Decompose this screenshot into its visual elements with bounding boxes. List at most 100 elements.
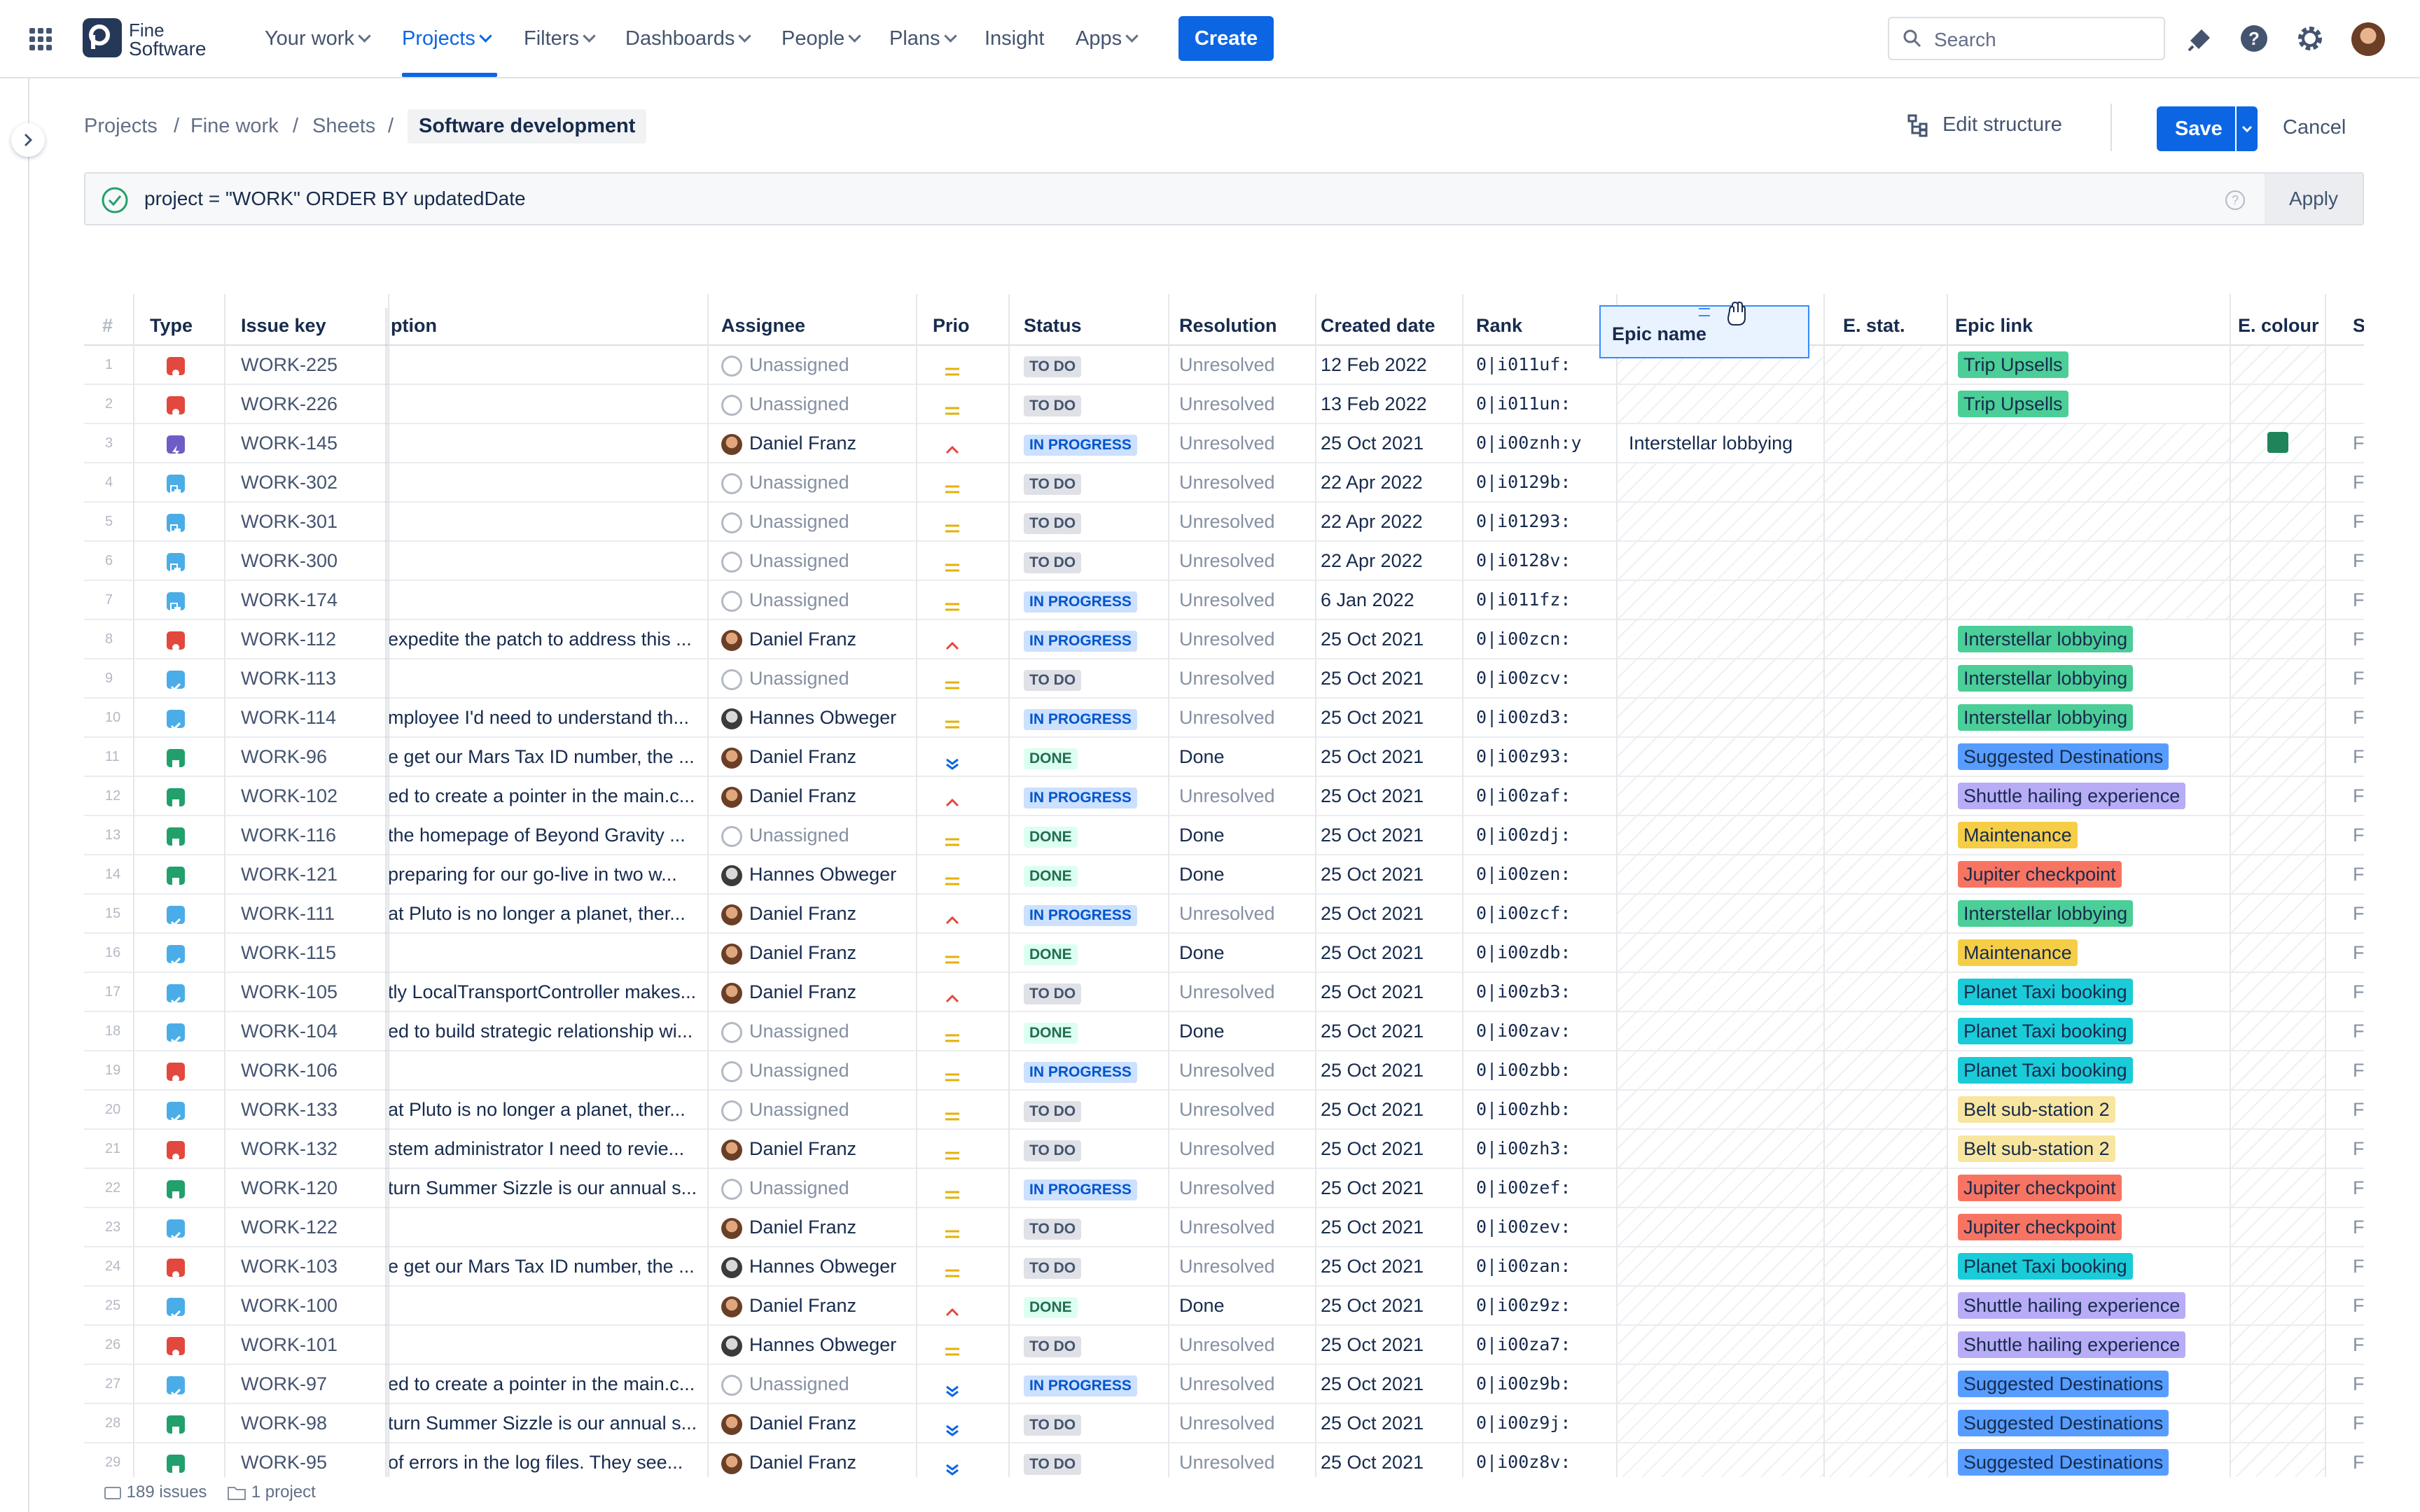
- status-cell[interactable]: IN PROGRESS: [1024, 895, 1137, 932]
- s-cell[interactable]: Fi: [2353, 825, 2364, 846]
- rank-cell[interactable]: 0|i00zan:: [1476, 1256, 1571, 1276]
- column-divider[interactable]: [2230, 294, 2231, 1477]
- rank-cell[interactable]: 0|i011fz:: [1476, 589, 1571, 610]
- header-resolution[interactable]: Resolution: [1179, 315, 1277, 336]
- issue-key-link[interactable]: WORK-120: [241, 1177, 338, 1198]
- epic-status-cell[interactable]: [1825, 738, 1947, 776]
- s-cell[interactable]: Fi: [2353, 1099, 2364, 1120]
- description-cell[interactable]: [388, 346, 703, 384]
- table-row[interactable]: 17 WORK-105 tly LocalTransportController m…: [84, 973, 2364, 1012]
- assignee-cell[interactable]: Unassigned: [721, 816, 849, 854]
- user-avatar[interactable]: [2351, 22, 2385, 56]
- priority-medium-icon[interactable]: [943, 1247, 962, 1285]
- issue-key-link[interactable]: WORK-300: [241, 550, 338, 571]
- issue-key-link[interactable]: WORK-101: [241, 1334, 338, 1355]
- resolution-cell[interactable]: Unresolved: [1179, 550, 1275, 571]
- status-cell[interactable]: TO DO: [1024, 463, 1082, 501]
- resolution-cell[interactable]: Unresolved: [1179, 1060, 1275, 1081]
- epic-colour-cell[interactable]: [2231, 973, 2325, 1011]
- created-date-cell[interactable]: 25 Oct 2021: [1321, 1138, 1424, 1159]
- rank-cell[interactable]: 0|i011un:: [1476, 393, 1571, 414]
- epic-link-cell[interactable]: [1948, 542, 2230, 580]
- status-cell[interactable]: TO DO: [1024, 659, 1082, 697]
- description-cell[interactable]: of errors in the log files. They see...: [388, 1452, 683, 1473]
- epic-link-cell[interactable]: Interstellar lobbying: [1948, 895, 2230, 932]
- status-cell[interactable]: IN PROGRESS: [1024, 581, 1137, 619]
- epic-link-cell[interactable]: Trip Upsells: [1948, 385, 2230, 423]
- assignee-cell[interactable]: Daniel Franz: [721, 895, 856, 932]
- epic-status-cell[interactable]: [1825, 855, 1947, 893]
- epic-status-cell[interactable]: [1825, 1051, 1947, 1089]
- epic-link-cell[interactable]: Jupiter checkpoint: [1948, 1169, 2230, 1207]
- epic-name-cell[interactable]: [1618, 620, 1823, 658]
- column-divider[interactable]: [133, 294, 134, 1477]
- epic-link-cell[interactable]: [1948, 424, 2230, 462]
- epic-name-cell[interactable]: [1618, 1091, 1823, 1128]
- column-divider[interactable]: [707, 294, 709, 1477]
- status-cell[interactable]: TO DO: [1024, 542, 1082, 580]
- resolution-cell[interactable]: Unresolved: [1179, 1413, 1275, 1434]
- s-cell[interactable]: Fi: [2353, 511, 2364, 532]
- assignee-cell[interactable]: Daniel Franz: [721, 1443, 856, 1477]
- created-date-cell[interactable]: 25 Oct 2021: [1321, 1256, 1424, 1277]
- s-cell[interactable]: Fi: [2353, 1217, 2364, 1238]
- epic-colour-cell[interactable]: [2231, 503, 2325, 540]
- created-date-cell[interactable]: 25 Oct 2021: [1321, 629, 1424, 650]
- created-date-cell[interactable]: 25 Oct 2021: [1321, 1452, 1424, 1473]
- resolution-cell[interactable]: Unresolved: [1179, 433, 1275, 454]
- s-cell[interactable]: Fi: [2353, 1295, 2364, 1316]
- epic-colour-cell[interactable]: [2231, 1208, 2325, 1246]
- rank-cell[interactable]: 0|i00z93:: [1476, 746, 1571, 766]
- rank-cell[interactable]: 0|i00z9b:: [1476, 1373, 1571, 1394]
- priority-medium-icon[interactable]: [943, 1012, 962, 1050]
- issue-key-link[interactable]: WORK-105: [241, 981, 338, 1002]
- epic-name-cell[interactable]: Interstellar lobbying: [1618, 424, 1823, 462]
- priority-medium-icon[interactable]: [943, 659, 962, 697]
- assignee-cell[interactable]: Hannes Obweger: [721, 699, 896, 736]
- issue-key-link[interactable]: WORK-226: [241, 393, 338, 414]
- description-cell[interactable]: preparing for our go-live in two w...: [388, 864, 677, 885]
- assignee-cell[interactable]: Unassigned: [721, 463, 849, 501]
- rank-cell[interactable]: 0|i00znh:y: [1476, 433, 1582, 453]
- assignee-cell[interactable]: Hannes Obweger: [721, 1247, 896, 1285]
- epic-name-cell[interactable]: [1618, 1365, 1823, 1403]
- created-date-cell[interactable]: 22 Apr 2022: [1321, 472, 1423, 493]
- epic-status-cell[interactable]: [1825, 699, 1947, 736]
- s-cell[interactable]: Fi: [2353, 550, 2364, 571]
- description-cell[interactable]: ed to create a pointer in the main.c...: [388, 785, 695, 806]
- jql-input[interactable]: project = "WORK" ORDER BY updatedDate: [144, 188, 526, 209]
- s-cell[interactable]: Fi: [2353, 668, 2364, 689]
- created-date-cell[interactable]: 25 Oct 2021: [1321, 1177, 1424, 1198]
- table-row[interactable]: 27 WORK-97 ed to create a pointer in the m…: [84, 1365, 2364, 1404]
- status-cell[interactable]: IN PROGRESS: [1024, 1169, 1137, 1207]
- created-date-cell[interactable]: 25 Oct 2021: [1321, 1021, 1424, 1042]
- header-epic-status[interactable]: E. stat.: [1843, 315, 1905, 336]
- s-cell[interactable]: Fi: [2353, 1373, 2364, 1394]
- table-row[interactable]: 18 WORK-104 ed to build strategic relation…: [84, 1012, 2364, 1051]
- description-cell[interactable]: [388, 424, 703, 462]
- table-row[interactable]: 19 WORK-106 Unassigned IN PROGRESS Unresolve…: [84, 1051, 2364, 1091]
- header-epic-link[interactable]: Epic link: [1955, 315, 2033, 336]
- status-cell[interactable]: DONE: [1024, 1012, 1078, 1050]
- rank-cell[interactable]: 0|i0128v:: [1476, 550, 1571, 570]
- table-row[interactable]: 20 WORK-133 at Pluto is no longer a planet…: [84, 1091, 2364, 1130]
- assignee-cell[interactable]: Daniel Franz: [721, 620, 856, 658]
- status-cell[interactable]: TO DO: [1024, 1208, 1082, 1246]
- resolution-cell[interactable]: Unresolved: [1179, 1334, 1275, 1355]
- header-epic-colour[interactable]: E. colour: [2238, 315, 2319, 336]
- status-cell[interactable]: IN PROGRESS: [1024, 699, 1137, 736]
- assignee-cell[interactable]: Unassigned: [721, 659, 849, 697]
- created-date-cell[interactable]: 25 Oct 2021: [1321, 707, 1424, 728]
- epic-name-cell[interactable]: [1618, 934, 1823, 972]
- s-cell[interactable]: Fi: [2353, 1021, 2364, 1042]
- epic-link-cell[interactable]: Trip Upsells: [1948, 346, 2230, 384]
- resolution-cell[interactable]: Unresolved: [1179, 1099, 1275, 1120]
- resolution-cell[interactable]: Unresolved: [1179, 981, 1275, 1002]
- column-divider[interactable]: [1008, 294, 1010, 1477]
- created-date-cell[interactable]: 25 Oct 2021: [1321, 864, 1424, 885]
- epic-name-cell[interactable]: [1618, 581, 1823, 619]
- epic-link-cell[interactable]: [1948, 463, 2230, 501]
- edit-structure-button[interactable]: Edit structure: [1906, 113, 2062, 144]
- table-row[interactable]: 10 WORK-114 mployee I'd need to understand…: [84, 699, 2364, 738]
- created-date-cell[interactable]: 25 Oct 2021: [1321, 668, 1424, 689]
